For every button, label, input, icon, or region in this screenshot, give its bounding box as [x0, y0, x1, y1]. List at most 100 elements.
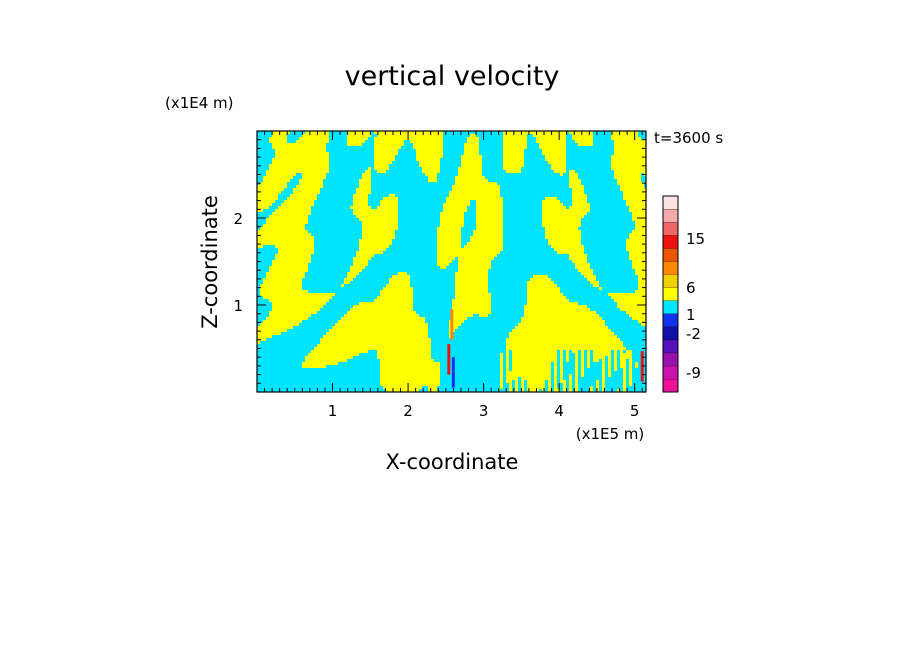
field-cell	[290, 269, 293, 272]
field-cell	[611, 161, 614, 164]
field-cell	[386, 314, 389, 317]
field-cell	[572, 227, 575, 230]
field-cell	[632, 254, 635, 257]
field-cell	[425, 131, 428, 134]
field-cell	[326, 359, 329, 362]
field-cell	[644, 194, 646, 197]
field-cell	[575, 362, 578, 365]
field-cell	[536, 278, 539, 281]
field-cell	[335, 353, 338, 356]
field-cell	[284, 218, 287, 221]
field-cell	[428, 170, 431, 173]
field-cell	[293, 173, 296, 176]
field-cell	[452, 203, 455, 206]
field-cell	[566, 242, 569, 245]
field-cell	[311, 248, 314, 251]
field-cell	[473, 248, 476, 251]
field-cell	[641, 275, 644, 278]
field-cell	[560, 206, 563, 209]
field-cell	[443, 224, 446, 227]
field-cell	[383, 356, 386, 359]
field-cell	[566, 218, 569, 221]
field-cell	[296, 269, 299, 272]
field-cell	[623, 167, 626, 170]
field-cell	[308, 140, 311, 143]
field-cell	[338, 341, 341, 344]
field-cell	[422, 134, 425, 137]
field-cell	[557, 311, 560, 314]
field-cell	[557, 221, 560, 224]
field-cell	[392, 353, 395, 356]
field-cell	[260, 290, 263, 293]
field-cell	[269, 230, 272, 233]
field-cell	[422, 353, 425, 356]
field-cell	[476, 248, 479, 251]
field-cell	[587, 143, 590, 146]
field-cell	[464, 209, 467, 212]
field-cell	[293, 155, 296, 158]
field-cell	[635, 311, 638, 314]
field-cell	[626, 173, 629, 176]
field-cell	[365, 218, 368, 221]
field-cell	[485, 194, 488, 197]
field-cell	[563, 140, 566, 143]
field-cell	[380, 293, 383, 296]
field-cell	[575, 332, 578, 335]
field-cell	[488, 311, 491, 314]
field-cell	[302, 167, 305, 170]
field-cell	[569, 323, 572, 326]
field-cell	[260, 206, 263, 209]
field-cell	[581, 359, 584, 362]
field-cell	[311, 311, 314, 314]
field-cell	[296, 191, 299, 194]
field-cell	[638, 191, 641, 194]
field-cell	[437, 362, 440, 365]
field-cell	[272, 185, 275, 188]
field-cell	[626, 176, 629, 179]
field-cell	[440, 257, 443, 260]
field-cell	[278, 251, 281, 254]
field-cell	[257, 335, 260, 338]
field-cell	[461, 212, 464, 215]
field-cell	[614, 131, 617, 134]
field-cell	[281, 278, 284, 281]
field-cell	[419, 143, 422, 146]
field-cell	[416, 143, 419, 146]
field-cell	[293, 275, 296, 278]
field-cell	[464, 275, 467, 278]
field-cell	[566, 305, 569, 308]
field-cell	[533, 338, 536, 341]
field-cell	[542, 221, 545, 224]
field-cell	[638, 278, 641, 281]
field-cell	[626, 137, 629, 140]
field-cell	[287, 212, 290, 215]
field-cell	[353, 134, 356, 137]
field-cell	[272, 224, 275, 227]
field-cell	[533, 335, 536, 338]
field-cell	[473, 143, 476, 146]
field-cell	[593, 311, 596, 314]
field-cell	[362, 260, 365, 263]
field-cell	[260, 332, 263, 335]
field-cell	[278, 209, 281, 212]
field-cell	[428, 356, 431, 359]
field-cell	[440, 236, 443, 239]
field-cell	[446, 260, 449, 263]
field-cell	[302, 179, 305, 182]
field-cell	[269, 266, 272, 269]
field-cell	[434, 170, 437, 173]
field-cell	[371, 218, 374, 221]
field-cell	[299, 257, 302, 260]
field-cell	[629, 206, 632, 209]
field-cell	[539, 350, 542, 353]
field-cell	[410, 287, 413, 290]
field-cell	[536, 134, 539, 137]
field-cell	[272, 323, 275, 326]
field-cell	[629, 176, 632, 179]
field-cell	[548, 299, 551, 302]
field-cell	[392, 335, 395, 338]
field-cell	[581, 350, 584, 353]
field-cell	[491, 251, 494, 254]
field-cell	[599, 287, 602, 290]
field-cell	[509, 134, 512, 137]
